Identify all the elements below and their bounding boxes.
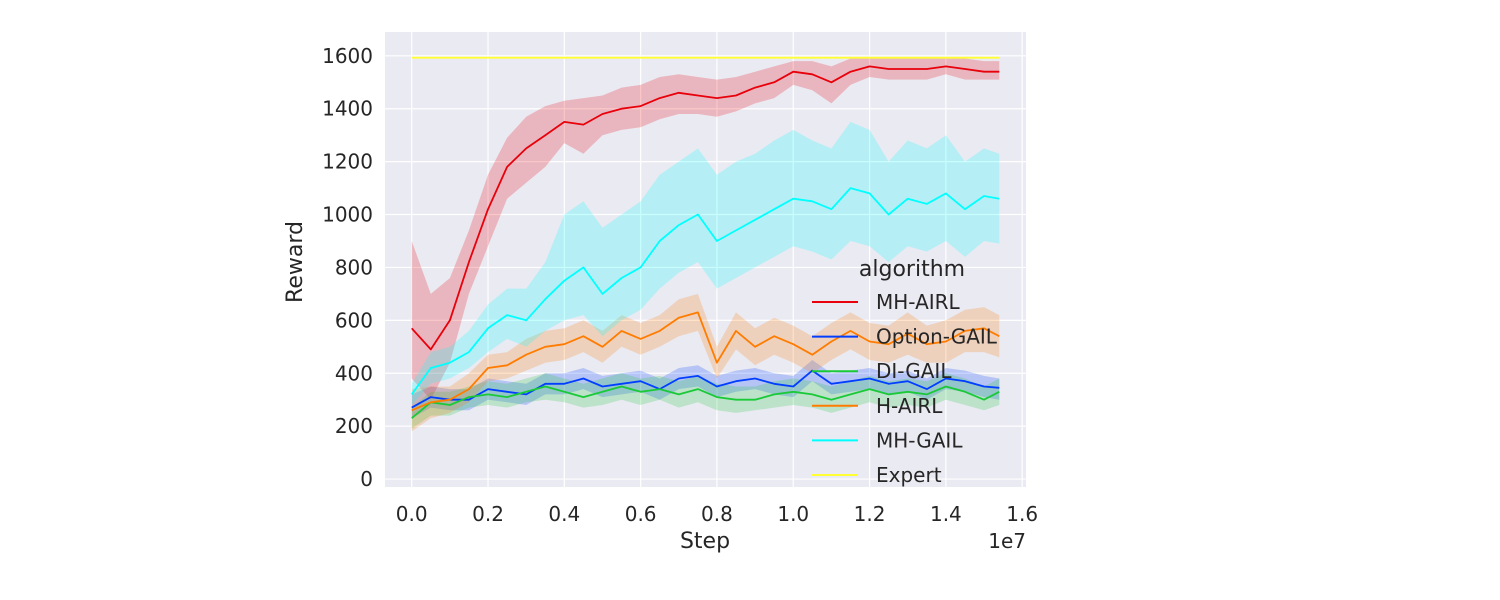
y-tick-label: 800	[335, 255, 373, 279]
x-tick-label: 0.2	[472, 502, 504, 526]
y-tick-label: 1600	[322, 44, 373, 68]
x-offset-text: 1e7	[988, 529, 1026, 553]
di-gail-line	[411, 385, 1000, 419]
x-tick-label: 1.6	[1006, 502, 1038, 526]
x-tick-label: 1.2	[854, 502, 886, 526]
h-airl-band	[411, 293, 1000, 432]
mh-gail-line	[410, 187, 1000, 395]
y-tick-label: 600	[335, 308, 373, 332]
y-tick-labels: 0 200 400 600 800 1000 1200 1400 1600	[322, 44, 373, 491]
x-tick-label: 1.0	[777, 502, 809, 526]
legend-label-mh-gail: MH-GAIL	[876, 428, 963, 452]
legend-label-h-airl: H-AIRL	[876, 394, 943, 418]
y-axis-label: Reward	[283, 221, 308, 303]
option-gail-band	[411, 360, 1000, 419]
x-tick-label: 0.8	[701, 502, 733, 526]
y-tick-label: 1200	[322, 150, 373, 174]
h-airl-line	[411, 311, 1000, 412]
y-tick-label: 400	[335, 361, 373, 385]
mh-airl-line	[411, 65, 1000, 351]
y-tick-label: 0	[360, 467, 373, 491]
x-tick-label: 1.4	[930, 502, 962, 526]
option-gail-line	[411, 369, 1000, 409]
mh-airl-band	[411, 58, 1000, 400]
series-lines	[410, 56, 1000, 419]
legend-title: algorithm	[859, 257, 965, 282]
x-tick-label: 0.4	[548, 502, 580, 526]
x-tick-labels: 0.0 0.2 0.4 0.6 0.8 1.0 1.2 1.4 1.6	[396, 502, 1038, 526]
x-tick-label: 0.6	[625, 502, 657, 526]
legend-label-expert: Expert	[876, 463, 942, 487]
legend-label-di-gail: DI-GAIL	[876, 359, 952, 383]
legend-label-mh-airl: MH-AIRL	[876, 290, 961, 314]
di-gail-band	[411, 373, 1000, 429]
x-axis-label: Step	[680, 529, 730, 554]
plot-background	[385, 32, 1026, 487]
y-tick-label: 200	[335, 414, 373, 438]
legend: algorithm MH-AIRL Option-GAIL DI-GAIL H-AIR…	[812, 257, 998, 487]
x-tick-label: 0.0	[396, 502, 428, 526]
mh-gail-band	[411, 121, 1000, 406]
y-tick-label: 1000	[322, 203, 373, 227]
confidence-bands	[411, 58, 1000, 432]
legend-label-option-gail: Option-GAIL	[876, 325, 998, 349]
y-tick-label: 1400	[322, 97, 373, 121]
grid-lines	[385, 32, 1026, 487]
